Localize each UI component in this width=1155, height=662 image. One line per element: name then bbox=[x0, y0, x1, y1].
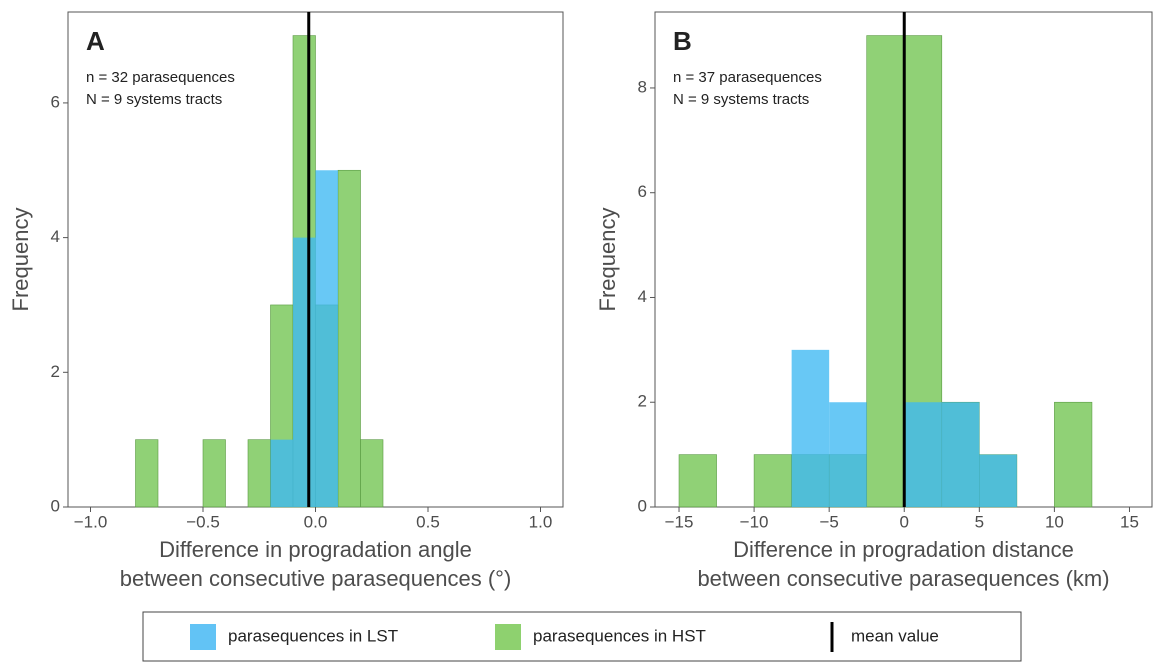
histogram-bar bbox=[247, 439, 271, 508]
x-axis-label: Difference in progradation angle bbox=[159, 537, 472, 562]
x-tick-label: 1.0 bbox=[529, 512, 553, 531]
y-axis-label: Frequency bbox=[8, 208, 33, 312]
x-axis-label: between consecutive parasequences (°) bbox=[120, 566, 512, 591]
y-axis-label: Frequency bbox=[595, 208, 620, 312]
legend-label: mean value bbox=[851, 626, 939, 645]
x-axis-label: Difference in progradation distance bbox=[733, 537, 1074, 562]
x-tick-label: 15 bbox=[1120, 512, 1139, 531]
panel-label: B bbox=[673, 26, 692, 56]
y-tick-label: 2 bbox=[638, 392, 647, 411]
histogram-bar bbox=[270, 439, 293, 507]
histogram-bar bbox=[866, 35, 905, 508]
annotation: n = 37 parasequences bbox=[673, 69, 822, 86]
histogram-bar bbox=[979, 454, 1017, 507]
histogram-bar bbox=[1054, 401, 1093, 508]
y-tick-label: 2 bbox=[51, 362, 60, 381]
histogram-bar bbox=[791, 349, 830, 507]
annotation: n = 32 parasequences bbox=[86, 69, 235, 86]
x-tick-label: −10 bbox=[740, 512, 769, 531]
x-tick-label: 0.5 bbox=[416, 512, 440, 531]
annotation: N = 9 systems tracts bbox=[86, 91, 222, 108]
histogram-bar bbox=[202, 439, 226, 508]
x-axis-label: between consecutive parasequences (km) bbox=[697, 566, 1109, 591]
y-tick-label: 6 bbox=[51, 92, 60, 111]
y-tick-label: 6 bbox=[638, 182, 647, 201]
histogram-bar bbox=[904, 402, 942, 507]
histogram-bar bbox=[829, 402, 867, 507]
histogram-bar bbox=[753, 454, 792, 508]
legend-label: parasequences in HST bbox=[533, 626, 706, 645]
x-tick-label: −1.0 bbox=[74, 512, 108, 531]
x-tick-label: 0 bbox=[900, 512, 909, 531]
histogram-bar bbox=[135, 439, 159, 508]
histogram-bar bbox=[337, 169, 361, 508]
y-tick-label: 4 bbox=[51, 227, 60, 246]
y-tick-label: 0 bbox=[638, 496, 647, 515]
histogram-bar bbox=[678, 454, 717, 508]
y-tick-label: 0 bbox=[51, 496, 60, 515]
x-tick-label: −0.5 bbox=[186, 512, 220, 531]
histogram-bar bbox=[941, 402, 980, 507]
legend-swatch bbox=[190, 624, 216, 650]
legend-box bbox=[142, 611, 1022, 662]
y-tick-label: 4 bbox=[638, 287, 647, 306]
y-tick-label: 8 bbox=[638, 77, 647, 96]
legend-label: parasequences in LST bbox=[228, 626, 398, 645]
panel-label: A bbox=[86, 26, 105, 56]
x-tick-label: 0.0 bbox=[304, 512, 328, 531]
annotation: N = 9 systems tracts bbox=[673, 91, 809, 108]
x-tick-label: 10 bbox=[1045, 512, 1064, 531]
x-tick-label: −15 bbox=[665, 512, 694, 531]
histogram-bar bbox=[360, 439, 384, 508]
legend-swatch bbox=[495, 624, 521, 650]
x-tick-label: −5 bbox=[819, 512, 838, 531]
histogram-bar bbox=[293, 237, 316, 507]
histogram-bar bbox=[315, 170, 338, 507]
x-tick-label: 5 bbox=[975, 512, 984, 531]
